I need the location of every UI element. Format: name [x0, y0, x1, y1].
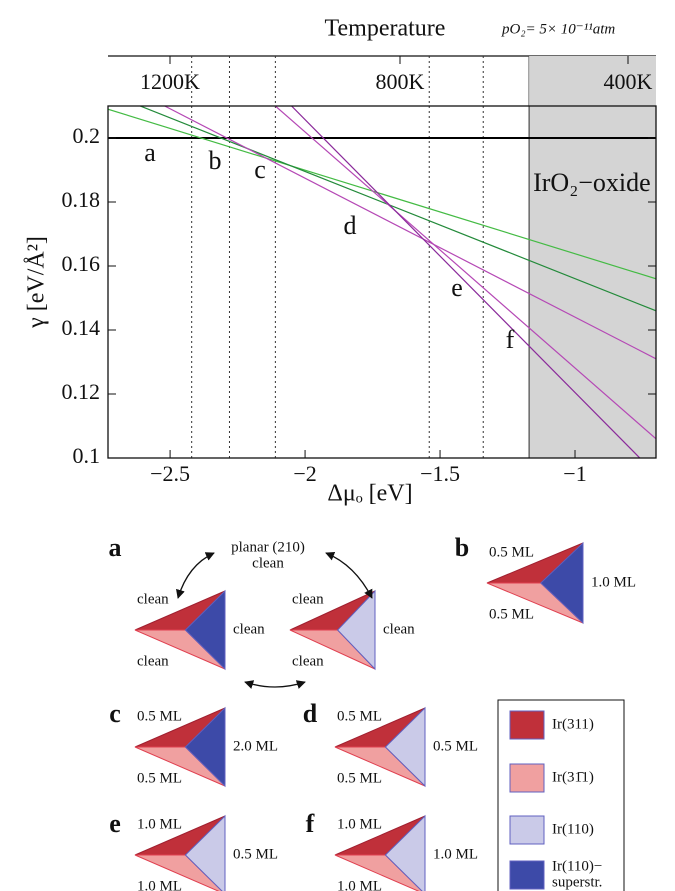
arrow — [244, 680, 306, 689]
coverage-label: clean — [292, 591, 324, 607]
top-tick-label: 1200K — [140, 69, 200, 94]
line — [108, 108, 656, 280]
coverage-label: 0.5 ML — [233, 846, 278, 862]
x-tick-label: −1.5 — [420, 461, 460, 486]
facet-110 — [184, 814, 226, 891]
coverage-label: 1.0 ML — [337, 816, 382, 832]
annotation: e — [451, 273, 463, 302]
facet-110 — [384, 814, 426, 891]
annotation: b — [209, 146, 222, 175]
y-tick-label: 0.18 — [62, 187, 101, 212]
y-tick-label: 0.14 — [62, 315, 101, 340]
planar-label: planar (210) — [231, 539, 305, 555]
planar-label: clean — [252, 555, 284, 571]
legend-label: superstr. — [552, 874, 602, 890]
panel-letter: b — [455, 533, 469, 562]
coverage-label: clean — [137, 591, 169, 607]
top-axis-title: Temperature — [325, 16, 446, 42]
x-tick-label: −2 — [293, 461, 316, 486]
legend-swatch — [509, 815, 545, 845]
annotation: f — [506, 325, 515, 354]
facet-110 — [184, 706, 226, 788]
coverage-label: 1.0 ML — [591, 574, 636, 590]
y-tick-label: 0.16 — [62, 251, 101, 276]
panel-letter: c — [109, 699, 121, 728]
legend-label: Ir(110) — [552, 821, 594, 837]
legend-label: Ir(311) — [552, 716, 594, 732]
facet-110 — [184, 589, 226, 671]
oxide-region-top — [529, 56, 656, 106]
line — [291, 106, 641, 458]
coverage-label: 0.5 ML — [489, 544, 534, 560]
panel-letter: f — [306, 809, 315, 838]
annotation: d — [344, 211, 357, 240]
annotation: a — [144, 138, 156, 167]
arrow — [325, 551, 373, 599]
top-tick-label: 400K — [604, 69, 653, 94]
arrow — [176, 552, 215, 599]
y-tick-label: 0.12 — [62, 379, 101, 404]
coverage-label: 1.0 ML — [137, 878, 182, 891]
series-group — [108, 106, 656, 458]
panel-letter: a — [109, 533, 122, 562]
annotation: c — [254, 155, 266, 184]
legend-swatch — [509, 710, 545, 740]
coverage-label: 0.5 ML — [137, 770, 182, 786]
y-tick-label: 0.2 — [73, 123, 101, 148]
oxide-region — [529, 106, 656, 458]
facet-110 — [384, 706, 426, 788]
coverage-label: 0.5 ML — [433, 738, 478, 754]
coverage-label: 1.0 ML — [137, 816, 182, 832]
panel-letter: e — [109, 809, 121, 838]
coverage-label: 1.0 ML — [337, 878, 382, 891]
legend-label: Ir(110)− — [552, 858, 602, 874]
legend-swatch — [509, 860, 545, 890]
panel-letter: d — [303, 699, 318, 728]
line — [164, 106, 656, 360]
facet-110 — [540, 541, 584, 625]
line — [138, 106, 656, 312]
coverage-label: 0.5 ML — [337, 708, 382, 724]
plot-frame — [107, 105, 657, 459]
coverage-label: clean — [233, 621, 265, 637]
coverage-label: 2.0 ML — [233, 738, 278, 754]
coverage-label: clean — [137, 653, 169, 669]
x-axis-title: Δμₒ [eV] — [327, 481, 412, 507]
legend-swatch — [509, 763, 545, 793]
coverage-label: 1.0 ML — [433, 846, 478, 862]
coverage-label: 0.5 ML — [489, 606, 534, 622]
y-tick-label: 0.1 — [73, 443, 101, 468]
coverage-label: clean — [292, 653, 324, 669]
coverage-label: 0.5 ML — [137, 708, 182, 724]
x-tick-label: −2.5 — [150, 461, 190, 486]
y-axis-title: γ [eV/Å²] — [24, 236, 50, 329]
top-tick-label: 800K — [376, 69, 425, 94]
pressure-label: pO₂= 5× 10⁻¹¹atm — [501, 21, 615, 37]
facet-110 — [336, 589, 376, 671]
x-tick-label: −1 — [563, 461, 586, 486]
coverage-label: 0.5 ML — [337, 770, 382, 786]
line — [274, 106, 656, 440]
legend-label: Ir(31̄1) — [552, 769, 594, 785]
oxide-label: IrO₂−oxide — [533, 168, 651, 197]
coverage-label: clean — [383, 621, 415, 637]
